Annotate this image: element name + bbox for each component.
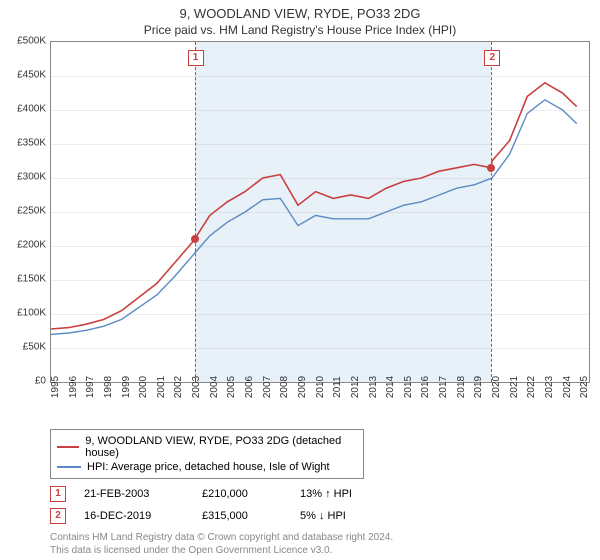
sale-marker-box: 2 — [484, 50, 500, 66]
footer-line-1: Contains HM Land Registry data © Crown c… — [50, 531, 590, 544]
x-tick-label: 2010 — [315, 376, 326, 398]
y-tick-label: £250K — [17, 206, 46, 217]
y-tick-label: £400K — [17, 104, 46, 115]
x-tick-label: 2020 — [491, 376, 502, 398]
y-tick-label: £300K — [17, 172, 46, 183]
legend-swatch-property — [57, 446, 79, 448]
chart-subtitle: Price paid vs. HM Land Registry's House … — [0, 21, 600, 41]
y-tick-label: £0 — [35, 376, 46, 387]
sale-delta: 5% ↓ HPI — [300, 510, 380, 522]
y-tick-label: £150K — [17, 274, 46, 285]
x-tick-label: 1995 — [50, 376, 61, 398]
sales-row: 1 21-FEB-2003 £210,000 13% ↑ HPI — [50, 483, 590, 505]
sale-date: 21-FEB-2003 — [84, 488, 184, 500]
x-tick-label: 2019 — [473, 376, 484, 398]
x-tick-label: 2007 — [262, 376, 273, 398]
x-tick-label: 1999 — [121, 376, 132, 398]
y-tick-label: £100K — [17, 308, 46, 319]
y-tick-label: £50K — [23, 342, 46, 353]
sale-delta: 13% ↑ HPI — [300, 488, 380, 500]
sales-row: 2 16-DEC-2019 £315,000 5% ↓ HPI — [50, 505, 590, 527]
sale-marker-2: 2 — [50, 508, 66, 524]
sale-dot — [191, 235, 199, 243]
x-tick-label: 2021 — [509, 376, 520, 398]
sale-marker-1: 1 — [50, 486, 66, 502]
sale-date: 16-DEC-2019 — [84, 510, 184, 522]
y-tick-label: £200K — [17, 240, 46, 251]
x-tick-label: 2018 — [456, 376, 467, 398]
x-tick-label: 2022 — [526, 376, 537, 398]
x-tick-label: 2009 — [297, 376, 308, 398]
x-tick-label: 2003 — [191, 376, 202, 398]
legend-label-property: 9, WOODLAND VIEW, RYDE, PO33 2DG (detach… — [85, 435, 357, 459]
x-tick-label: 2012 — [350, 376, 361, 398]
sale-price: £315,000 — [202, 510, 282, 522]
chart-container: 9, WOODLAND VIEW, RYDE, PO33 2DG Price p… — [0, 0, 600, 560]
x-tick-label: 2008 — [279, 376, 290, 398]
sale-vline — [195, 42, 196, 382]
x-tick-label: 2013 — [368, 376, 379, 398]
x-tick-label: 2017 — [438, 376, 449, 398]
x-tick-label: 1996 — [68, 376, 79, 398]
y-axis: £0£50K£100K£150K£200K£250K£300K£350K£400… — [0, 41, 48, 381]
legend-swatch-hpi — [57, 466, 81, 468]
series-line-property — [51, 83, 577, 329]
x-tick-label: 2016 — [420, 376, 431, 398]
x-tick-label: 2006 — [244, 376, 255, 398]
x-tick-label: 2023 — [544, 376, 555, 398]
legend-item-hpi: HPI: Average price, detached house, Isle… — [57, 460, 357, 474]
x-tick-label: 1998 — [103, 376, 114, 398]
chart-title: 9, WOODLAND VIEW, RYDE, PO33 2DG — [0, 0, 600, 21]
x-tick-label: 2000 — [138, 376, 149, 398]
footer-line-2: This data is licensed under the Open Gov… — [50, 544, 590, 557]
x-tick-label: 2011 — [332, 376, 343, 398]
x-tick-label: 2024 — [562, 376, 573, 398]
y-tick-label: £450K — [17, 70, 46, 81]
x-axis: 1995199619971998199920002001200220032004… — [50, 383, 590, 423]
legend-item-property: 9, WOODLAND VIEW, RYDE, PO33 2DG (detach… — [57, 434, 357, 460]
sale-dot — [487, 164, 495, 172]
x-tick-label: 2004 — [209, 376, 220, 398]
x-tick-label: 2001 — [156, 376, 167, 398]
x-tick-label: 2015 — [403, 376, 414, 398]
series-line-hpi — [51, 100, 577, 335]
legend-label-hpi: HPI: Average price, detached house, Isle… — [87, 461, 330, 473]
x-tick-label: 2002 — [173, 376, 184, 398]
legend: 9, WOODLAND VIEW, RYDE, PO33 2DG (detach… — [50, 429, 364, 479]
chart-plot-area: 12 — [50, 41, 590, 383]
sale-price: £210,000 — [202, 488, 282, 500]
x-tick-label: 1997 — [85, 376, 96, 398]
x-tick-label: 2005 — [226, 376, 237, 398]
y-tick-label: £500K — [17, 36, 46, 47]
sale-vline — [491, 42, 492, 382]
footer-attribution: Contains HM Land Registry data © Crown c… — [50, 531, 590, 557]
sales-table: 1 21-FEB-2003 £210,000 13% ↑ HPI 2 16-DE… — [50, 483, 590, 527]
x-tick-label: 2025 — [579, 376, 590, 398]
x-tick-label: 2014 — [385, 376, 396, 398]
sale-marker-box: 1 — [188, 50, 204, 66]
y-tick-label: £350K — [17, 138, 46, 149]
